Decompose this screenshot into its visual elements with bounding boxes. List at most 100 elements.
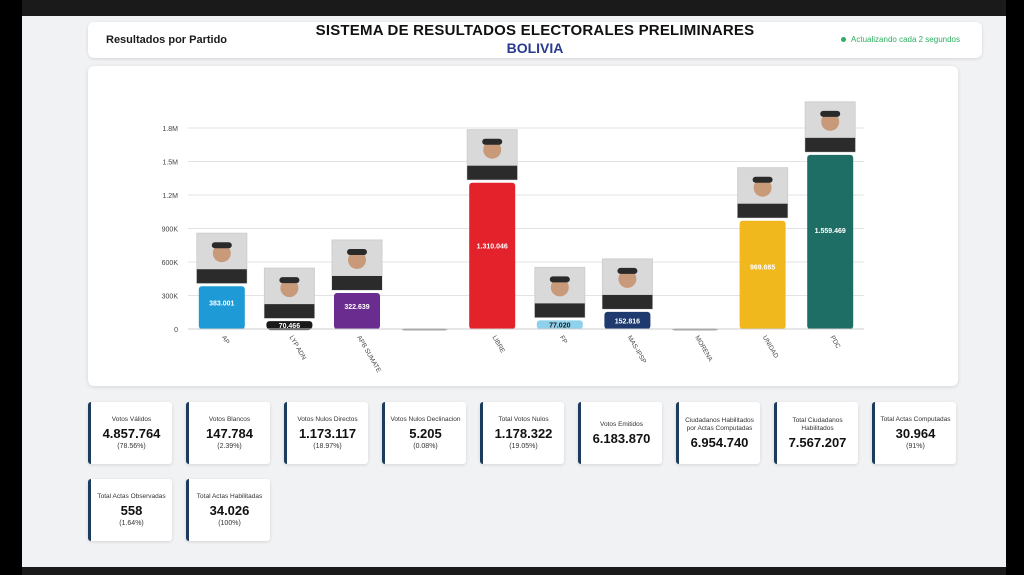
candidate-photo-hair	[279, 277, 300, 284]
update-status-text: Actualizando cada 2 segundos	[851, 35, 960, 44]
value-label: 383.001	[209, 300, 234, 307]
value-label: 969.665	[750, 264, 775, 271]
y-tick-label: 1.2M	[162, 193, 178, 200]
candidate-photo-hair	[820, 110, 841, 117]
candidate-photo-hair	[211, 242, 232, 249]
stat-label: Votos Nulos Directos	[297, 416, 358, 423]
stat-percent: (18.97%)	[313, 443, 342, 450]
value-label: 70.466	[279, 323, 301, 330]
stat-value: 6.183.870	[592, 430, 651, 446]
value-label-bg	[537, 321, 582, 330]
stat-card: Total Actas Habilitadas 34.026 (100%)	[186, 479, 270, 541]
stat-label: Votos Emitidos	[600, 420, 643, 428]
stat-label: Total Actas Computadas	[880, 416, 951, 423]
stat-card: Votos Nulos Declinacion 5.205 (0.08%)	[382, 402, 466, 464]
stat-label: Total Ciudadanos Habilitados	[792, 416, 843, 432]
candidate-photo-suit	[467, 165, 518, 180]
stat-card: Votos Blancos 147.784 (2.39%)	[186, 402, 270, 464]
y-tick-label: 1.5M	[162, 160, 178, 167]
category-label: PDC	[828, 335, 841, 351]
bar	[469, 182, 516, 329]
stat-value: 7.567.207	[788, 434, 847, 450]
stat-card: Votos Nulos Directos 1.173.117 (18.97%)	[284, 402, 368, 464]
value-label: 1.310.046	[477, 244, 508, 251]
stat-card: Total Actas Computadas 30.964 (91%)	[872, 402, 956, 464]
results-chart: 0 300K 600K 900K 1.2M 1.5M 1.8M 383.001 AP 70.466…	[88, 66, 958, 386]
stat-value: 1.178.322	[494, 426, 553, 441]
category-label: AP	[220, 335, 230, 346]
stat-card: Total Ciudadanos Habilitados 7.567.207	[774, 402, 858, 464]
stat-value: 5.205	[409, 426, 442, 441]
candidate-photo-suit	[602, 294, 653, 309]
category-label: LYP ADN	[288, 335, 308, 362]
category-label: FP	[558, 335, 568, 346]
value-label-bg	[267, 322, 312, 331]
stat-label: Total Actas Habilitadas	[196, 493, 263, 500]
value-label: 152.816	[615, 318, 640, 325]
value-label: 77.020	[549, 323, 571, 330]
stat-label: Votos Nulos Declinacion	[390, 416, 461, 423]
stat-card: Ciudadanos Habilitados por Actas Computa…	[676, 402, 760, 464]
bar	[198, 286, 245, 329]
candidate-photo-face	[618, 269, 637, 288]
candidate-photo-suit	[332, 275, 382, 290]
stat-percent: (2.39%)	[217, 443, 242, 450]
category-label: LIBRE	[490, 335, 506, 355]
candidate-photo-face	[212, 244, 231, 263]
stat-label: Total Votos Nulos	[498, 416, 549, 423]
stat-value: 4.857.764	[102, 426, 161, 441]
header-bar: Resultados por Partido SISTEMA DE RESULT…	[88, 22, 982, 58]
candidate-photo-suit	[737, 203, 788, 218]
value-label-bg	[605, 312, 650, 328]
candidate-photo-hair	[347, 248, 367, 255]
candidate-photo-face	[348, 250, 366, 269]
update-status: Actualizando cada 2 segundos	[841, 35, 960, 44]
stat-card: Total Actas Observadas 558 (1.64%)	[88, 479, 172, 541]
value-label: 1.559.469	[815, 228, 846, 235]
stat-percent: (78.56%)	[117, 443, 146, 450]
section-title: Resultados por Partido	[106, 34, 228, 46]
stat-label: Total Actas Observadas	[97, 493, 166, 500]
live-dot-icon	[841, 37, 847, 42]
category-label: MORENA	[693, 335, 714, 364]
y-tick-label: 300K	[162, 294, 179, 301]
stat-label: Votos Blancos	[208, 416, 251, 423]
candidate-photo-face	[821, 112, 840, 131]
candidate-photo-suit	[534, 303, 585, 318]
y-tick-label: 600K	[162, 260, 179, 267]
stat-percent: (19.05%)	[509, 443, 538, 450]
candidate-photo-suit	[196, 269, 247, 284]
bar	[807, 154, 854, 329]
stat-percent: (1.64%)	[119, 520, 144, 527]
category-label: UNIDAD	[761, 335, 780, 360]
stat-value: 6.954.740	[690, 434, 749, 450]
candidate-photo-hair	[617, 267, 638, 274]
y-tick-label: 1.8M	[162, 126, 178, 133]
bar	[739, 220, 786, 329]
stat-value: 34.026	[209, 503, 250, 518]
stat-value: 30.964	[895, 426, 936, 441]
bar-chart-svg: 0 300K 600K 900K 1.2M 1.5M 1.8M 383.001 AP 70.466…	[162, 101, 864, 374]
stat-label: Votos Válidos	[111, 416, 152, 423]
y-tick-label: 900K	[162, 227, 179, 234]
candidate-photo-suit	[264, 304, 315, 319]
candidate-photo-hair	[549, 276, 570, 283]
candidate-photo-face	[753, 178, 772, 197]
stat-value: 147.784	[206, 426, 253, 441]
value-label: 322.639	[344, 304, 369, 311]
candidate-photo-face	[550, 278, 569, 297]
stat-card: Total Votos Nulos 1.178.322 (19.05%)	[480, 402, 564, 464]
stat-percent: (91%)	[906, 443, 925, 450]
bar	[334, 292, 380, 329]
candidate-photo-hair	[482, 138, 503, 145]
stat-card: Votos Emitidos 6.183.870	[578, 402, 662, 464]
country-subtitle: BOLIVIA	[506, 40, 564, 56]
stat-percent: (0.08%)	[413, 443, 438, 450]
candidate-photo-suit	[805, 137, 856, 152]
category-label: MAS-IPSP	[626, 335, 648, 365]
stat-value: 1.173.117	[298, 426, 357, 441]
stat-percent: (100%)	[218, 520, 241, 527]
stat-label: Ciudadanos Habilitados por Actas Computa…	[685, 416, 754, 432]
candidate-photo-hair	[752, 176, 773, 183]
stat-value: 558	[120, 503, 143, 518]
